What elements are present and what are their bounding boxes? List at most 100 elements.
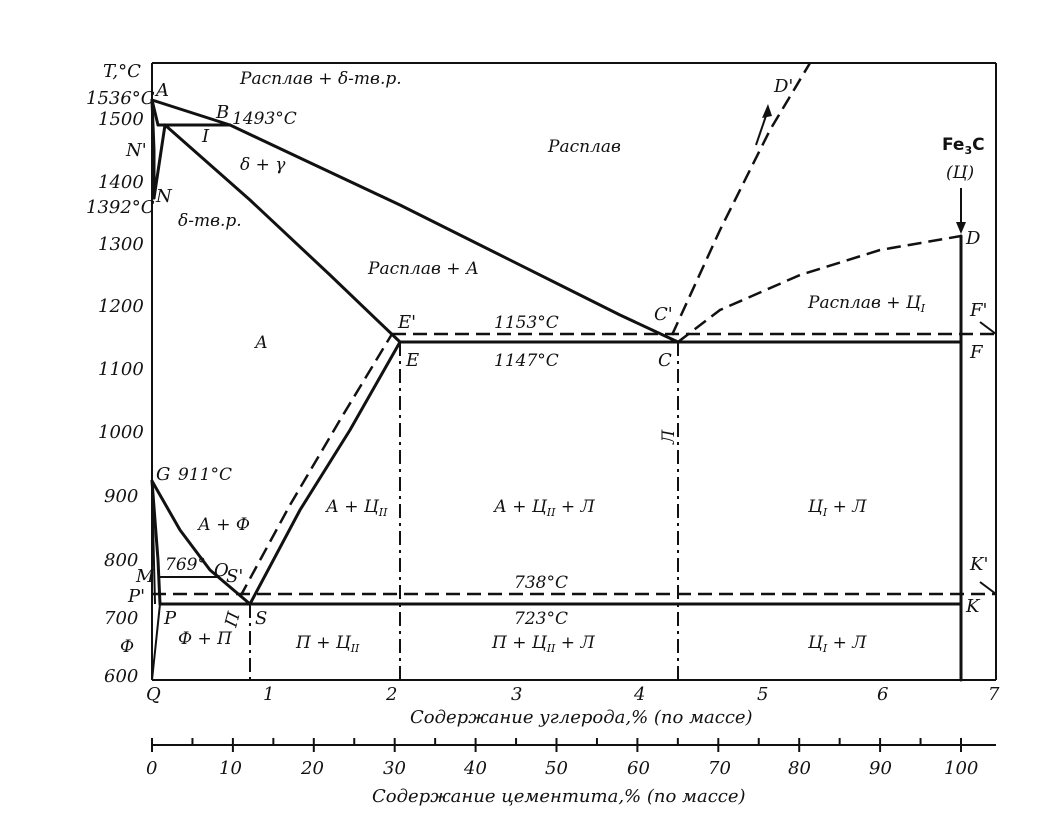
point-B: B [215, 102, 229, 123]
k-prime-arrow [979, 581, 997, 595]
label-ferrite-pearlite: Ф + П [178, 629, 233, 649]
point-C: C [658, 350, 672, 371]
point-K: K [965, 596, 981, 617]
y-axis-title: T,°C [103, 61, 141, 82]
x-tick-label: 2 [385, 684, 397, 705]
plot-frame [151, 62, 997, 681]
temp-B: 1493°C [232, 109, 297, 129]
point-N-prime: N' [125, 140, 147, 161]
line-N-I [152, 123, 167, 200]
cementite-tick-label: 30 [383, 758, 406, 779]
y-tick-label: 1400 [98, 172, 144, 193]
temperature-labels: 1493°C 1153°C 1147°C 911°C 769° 738°C 72… [165, 109, 568, 629]
label-delta-solid: δ-тв.р. [178, 211, 242, 231]
origin-label: Q [146, 684, 161, 705]
y-tick-label: 800 [104, 550, 138, 571]
x-tick-label: 6 [877, 684, 888, 705]
temp-curie: 769° [165, 555, 206, 575]
cementite-tick-label: 40 [463, 758, 487, 779]
solid-lines [150, 98, 963, 682]
temp-eutectoid: 723°C [514, 609, 568, 629]
label-pearlite-cem2-led: П + ЦII + Л [491, 633, 595, 655]
point-labels: A B N' N I E' E C' C D' D F' F G M O P' … [125, 76, 988, 629]
region-labels: Расплав + δ-тв.р. Расплав δ + γ δ-тв.р. … [120, 69, 926, 657]
label-delta-gamma: δ + γ [240, 155, 286, 175]
fe3c-arrow-head [956, 222, 966, 234]
y-tick-label: 1300 [98, 234, 144, 255]
cementite-ticks [151, 738, 962, 752]
line-G-Q [151, 480, 156, 605]
stable-acm-S-E-prime [238, 333, 394, 598]
cementite-liquidus-CD [677, 234, 962, 343]
x-axis-cementite: 0 10 20 30 40 50 60 70 80 90 100 Содержа… [146, 738, 996, 807]
point-P: P [163, 608, 177, 629]
point-S: S [255, 608, 267, 629]
x-tick-label: 7 [988, 684, 1000, 705]
label-melt-cementite: Расплав + ЦI [807, 293, 926, 315]
y-tick-label: 900 [104, 486, 138, 507]
temp-G: 911°C [178, 465, 232, 485]
x-tick-label: 4 [633, 684, 645, 705]
fe3c-symbol: (Ц) [946, 163, 974, 183]
label-ledeburite-line: Л [659, 429, 679, 445]
point-S-prime: S' [226, 566, 243, 587]
temp-eutectoid-stable: 738°C [514, 573, 568, 593]
label-melt: Расплав [547, 137, 621, 157]
cementite-tick-label: 10 [219, 758, 242, 779]
point-M: M [135, 566, 155, 587]
point-F-prime: F' [969, 300, 987, 321]
label-cem1-led-upper: ЦI + Л [807, 497, 867, 519]
y-tick-label-special: 1392°C [86, 197, 155, 218]
y-tick-label: 1500 [98, 109, 144, 130]
label-melt-austenite: Расплав + А [367, 259, 479, 279]
point-O: O [214, 560, 229, 581]
point-D-prime: D' [773, 76, 793, 97]
point-E: E [405, 350, 419, 371]
cementite-tick-label: 60 [627, 758, 650, 779]
a3-GS [150, 479, 252, 606]
label-austenite-ferrite: А + Ф [197, 515, 250, 535]
cementite-tick-label: 0 [146, 758, 157, 779]
cementite-tick-label: 20 [300, 758, 324, 779]
f-prime-arrow [979, 321, 997, 335]
y-axis: T,°C 600 700 800 900 1000 1100 1200 1300… [86, 61, 155, 687]
point-G: G [156, 464, 170, 485]
point-C-prime: C' [654, 304, 673, 325]
fe3c-formula: Fe3C [942, 135, 985, 157]
label-austenite-cem2: А + ЦII [325, 497, 388, 519]
cementite-tick-label: 100 [944, 758, 978, 779]
cementite-label: Fe3C (Ц) [942, 135, 985, 183]
label-ferrite: Ф [120, 637, 134, 657]
acm-SE [248, 340, 402, 606]
point-K-prime: K' [969, 554, 988, 575]
y-tick-label: 1000 [98, 422, 144, 443]
x-axis-cementite-title: Содержание цементита,% (по массе) [372, 786, 746, 807]
y-tick-label: 1200 [98, 296, 144, 317]
point-D: D [965, 228, 981, 249]
x-tick-label: 1 [263, 684, 274, 705]
x-tick-label: 5 [757, 684, 768, 705]
x-axis-carbon: Q 1 2 3 4 5 6 7 Содержание углерода,% (п… [146, 684, 1000, 728]
dashed-lines [152, 62, 997, 680]
cementite-tick-label: 70 [708, 758, 731, 779]
point-A: A [154, 80, 169, 101]
point-F: F [969, 342, 984, 363]
point-N: N [155, 186, 173, 207]
label-pearlite-line: П [221, 609, 245, 631]
solidus-IE [163, 123, 402, 344]
label-cem1-led-lower: ЦI + Л [807, 633, 867, 655]
cementite-tick-label: 80 [788, 758, 811, 779]
liquidus-ABC [150, 98, 680, 344]
line-GP [150, 479, 162, 606]
label-austenite: А [254, 333, 268, 353]
temp-eutectic: 1147°C [494, 351, 559, 371]
point-I: I [201, 126, 210, 147]
line-PQ [151, 603, 161, 681]
y-tick-label: 1100 [98, 359, 144, 380]
label-pearlite-cem2: П + ЦII [295, 633, 360, 655]
label-melt-delta: Расплав + δ-тв.р. [239, 69, 402, 89]
graphite-liquidus-CD-prime [670, 62, 812, 336]
temp-eutectic-stable: 1153°C [494, 313, 559, 333]
x-axis-carbon-title: Содержание углерода,% (по массе) [410, 707, 753, 728]
